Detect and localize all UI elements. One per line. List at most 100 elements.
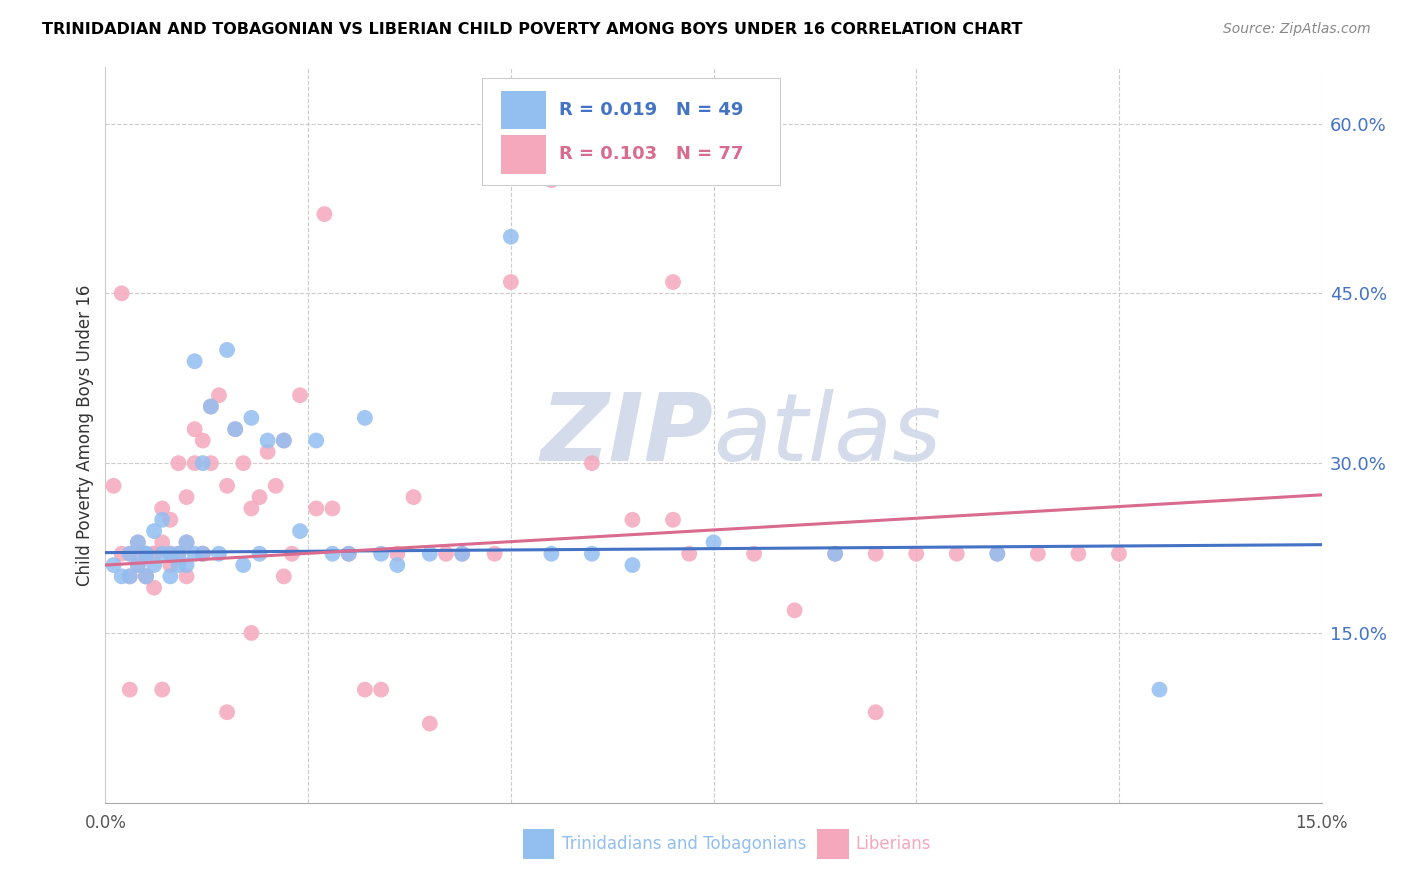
Point xyxy=(305,434,328,448)
Point xyxy=(240,410,263,425)
Point xyxy=(191,456,214,470)
Point xyxy=(135,547,157,561)
Point xyxy=(150,547,173,561)
Point xyxy=(191,434,214,448)
Point xyxy=(288,388,311,402)
Point xyxy=(200,400,222,414)
Point xyxy=(354,410,377,425)
Point xyxy=(127,558,149,572)
Point xyxy=(159,547,181,561)
Point xyxy=(288,524,311,538)
Point xyxy=(150,682,173,697)
Point xyxy=(256,434,278,448)
Point xyxy=(217,479,239,493)
Point xyxy=(127,535,149,549)
Point xyxy=(305,501,328,516)
Point xyxy=(387,547,409,561)
Point xyxy=(103,479,125,493)
Point xyxy=(167,558,190,572)
Point xyxy=(118,569,141,583)
Point xyxy=(232,558,254,572)
Point xyxy=(1067,547,1090,561)
Y-axis label: Child Poverty Among Boys Under 16: Child Poverty Among Boys Under 16 xyxy=(76,285,94,585)
Point xyxy=(678,547,700,561)
Point xyxy=(143,547,166,561)
Point xyxy=(387,558,409,572)
Point xyxy=(200,456,222,470)
Point xyxy=(183,456,205,470)
Point xyxy=(191,547,214,561)
Point xyxy=(118,569,141,583)
Point xyxy=(1149,682,1171,697)
Point xyxy=(621,558,644,572)
Point xyxy=(143,547,166,561)
Point xyxy=(621,513,644,527)
FancyBboxPatch shape xyxy=(501,91,546,129)
Point xyxy=(135,547,157,561)
Point xyxy=(217,705,239,719)
Point xyxy=(167,547,190,561)
Point xyxy=(143,581,166,595)
Point xyxy=(337,547,360,561)
Point xyxy=(183,354,205,368)
Point xyxy=(176,535,198,549)
Point xyxy=(232,456,254,470)
Point xyxy=(281,547,304,561)
Point xyxy=(484,547,506,561)
Point xyxy=(217,343,239,357)
Point xyxy=(742,547,765,561)
Point xyxy=(150,513,173,527)
Point xyxy=(176,490,198,504)
Point xyxy=(354,682,377,697)
Point xyxy=(945,547,967,561)
Point xyxy=(824,547,846,561)
Point xyxy=(256,445,278,459)
Point xyxy=(191,547,214,561)
Point xyxy=(273,434,295,448)
Point xyxy=(986,547,1008,561)
Text: R = 0.103   N = 77: R = 0.103 N = 77 xyxy=(560,145,744,163)
Point xyxy=(273,569,295,583)
Point xyxy=(159,547,181,561)
Point xyxy=(273,434,295,448)
Point xyxy=(143,558,166,572)
Point xyxy=(135,569,157,583)
Point xyxy=(208,547,231,561)
Point xyxy=(249,490,271,504)
Point xyxy=(200,400,222,414)
Point xyxy=(451,547,474,561)
Point xyxy=(150,501,173,516)
FancyBboxPatch shape xyxy=(523,829,554,860)
Point xyxy=(127,558,149,572)
Text: Trinidadians and Tobagonians: Trinidadians and Tobagonians xyxy=(561,835,806,853)
Point xyxy=(240,501,263,516)
Point xyxy=(264,479,287,493)
Point xyxy=(103,558,125,572)
Text: Liberians: Liberians xyxy=(856,835,931,853)
Point xyxy=(176,558,198,572)
Point xyxy=(111,547,134,561)
FancyBboxPatch shape xyxy=(501,136,546,174)
Point xyxy=(451,547,474,561)
Point xyxy=(183,547,205,561)
Point xyxy=(402,490,425,504)
Point xyxy=(540,173,562,187)
Point xyxy=(370,682,392,697)
Point xyxy=(865,547,887,561)
Point xyxy=(499,229,522,244)
Point xyxy=(159,569,181,583)
Text: atlas: atlas xyxy=(713,389,942,481)
Point xyxy=(314,207,336,221)
Point xyxy=(176,569,198,583)
Point xyxy=(662,513,685,527)
Point xyxy=(118,682,141,697)
Point xyxy=(540,547,562,561)
Point xyxy=(118,547,141,561)
Point xyxy=(337,547,360,561)
Point xyxy=(419,716,441,731)
Point xyxy=(905,547,928,561)
Point xyxy=(702,535,725,549)
Point xyxy=(135,547,157,561)
Point xyxy=(159,558,181,572)
Point xyxy=(249,547,271,561)
